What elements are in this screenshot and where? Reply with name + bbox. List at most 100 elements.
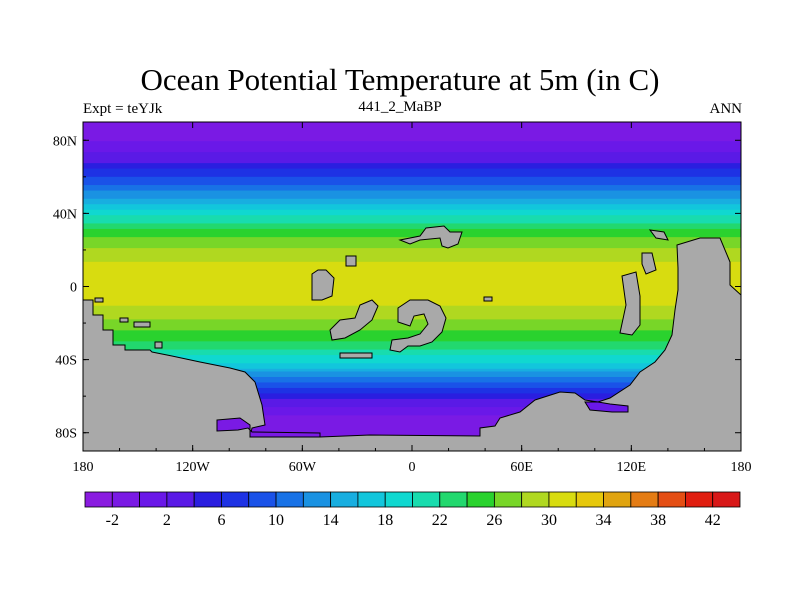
temperature-band <box>83 393 741 397</box>
colorbar-label: 10 <box>268 512 284 529</box>
temperature-band <box>83 281 741 285</box>
y-tick-label: 40N <box>53 207 77 222</box>
colorbar-swatch <box>575 491 604 508</box>
y-axis: 80N 40N 0 40S 80S <box>53 134 741 442</box>
temperature-band <box>83 248 741 252</box>
temperature-band <box>83 196 741 200</box>
temperature-band <box>83 163 741 167</box>
temperature-band <box>83 272 741 277</box>
colorbar-swatch <box>493 491 523 508</box>
temperature-band <box>83 275 741 279</box>
temperature-band <box>83 349 741 353</box>
temperature-band <box>83 385 741 389</box>
temperature-band <box>83 228 741 233</box>
land-central-island <box>311 269 335 301</box>
temperature-band <box>83 415 741 419</box>
colorbar-swatch <box>657 491 686 508</box>
temperature-band <box>83 242 741 246</box>
temperature-band <box>83 245 741 249</box>
land-masses <box>83 225 741 451</box>
temperature-band <box>83 201 741 205</box>
temperature-band <box>83 234 741 238</box>
temperature-band <box>83 250 741 255</box>
temperature-band <box>83 146 741 151</box>
temperature-band <box>83 429 741 433</box>
temperature-band <box>83 206 741 211</box>
temperature-band <box>83 297 741 301</box>
temperature-band <box>83 368 741 373</box>
temperature-band <box>83 204 741 208</box>
temperature-band <box>83 360 741 364</box>
colorbar-label: -2 <box>106 512 119 529</box>
chart-title: Ocean Potential Temperature at 5m (in C) <box>140 62 660 97</box>
temperature-band <box>83 212 741 216</box>
temperature-band <box>83 226 741 230</box>
temperature-band <box>83 322 741 326</box>
temperature-band <box>83 286 741 290</box>
temperature-band <box>83 409 741 414</box>
colorbar-swatch <box>111 491 140 508</box>
temperature-band <box>83 231 741 236</box>
temperature-band <box>83 174 741 178</box>
colorbar-swatch <box>384 491 413 508</box>
temperature-band <box>83 253 741 257</box>
colorbar-swatch <box>548 491 577 508</box>
temperature-band <box>83 190 741 194</box>
temperature-band <box>83 283 741 288</box>
x-tick-label: 120W <box>176 460 211 475</box>
cold-patch-east <box>584 401 629 413</box>
temperature-band <box>83 366 741 370</box>
x-tick-label: 60E <box>510 460 533 475</box>
colorbar-swatch <box>630 491 659 508</box>
colorbar-swatch <box>84 491 113 508</box>
temperature-band <box>83 185 741 189</box>
temperature-band <box>83 182 741 186</box>
temperature-band <box>83 426 741 430</box>
temperature-band <box>83 217 741 222</box>
land-southern-islands <box>329 299 379 341</box>
temperature-band <box>83 382 741 386</box>
colorbar-swatch <box>248 491 277 508</box>
temperature-band <box>83 160 741 164</box>
temperature-band <box>83 223 741 227</box>
temperature-band <box>83 130 741 134</box>
temperature-band <box>83 149 741 153</box>
temperature-band <box>83 418 741 422</box>
y-tick-label: 0 <box>70 281 77 296</box>
colorbar: -2 2 6 10 14 18 22 26 30 34 38 42 <box>84 491 741 529</box>
colorbar-swatch <box>330 491 359 508</box>
temperature-band <box>83 357 741 362</box>
land-east-tall-island <box>619 271 641 336</box>
colorbar-label: 6 <box>218 512 226 529</box>
temperature-band <box>83 165 741 170</box>
temperature-band <box>83 220 741 225</box>
colorbar-swatch <box>521 491 550 508</box>
land-west-dots <box>94 296 493 349</box>
colorbar-swatch <box>139 491 168 508</box>
season-label: ANN <box>709 101 743 117</box>
temperature-band <box>83 198 741 203</box>
temperature-band <box>83 330 741 334</box>
temperature-band <box>83 135 741 140</box>
cold-patch-west <box>216 417 321 438</box>
colorbar-swatch <box>685 491 714 508</box>
temperature-band <box>83 294 741 299</box>
colorbar-swatch <box>193 491 222 508</box>
temperature-band <box>83 333 741 337</box>
temperature-band <box>83 215 741 219</box>
temperature-band <box>83 267 741 271</box>
temperature-band <box>83 289 741 293</box>
temperature-band <box>83 154 741 159</box>
temperature-band <box>83 398 741 403</box>
temperature-band <box>83 355 741 359</box>
temperature-band <box>83 278 741 282</box>
polar-cold-patches <box>216 401 629 438</box>
land-ring-island <box>389 299 447 353</box>
colorbar-label: 38 <box>650 512 666 529</box>
temperature-band <box>83 270 741 274</box>
temperature-band <box>83 261 741 266</box>
temperature-band <box>83 404 741 408</box>
temperature-band <box>83 407 741 411</box>
colorbar-swatch <box>603 491 632 508</box>
